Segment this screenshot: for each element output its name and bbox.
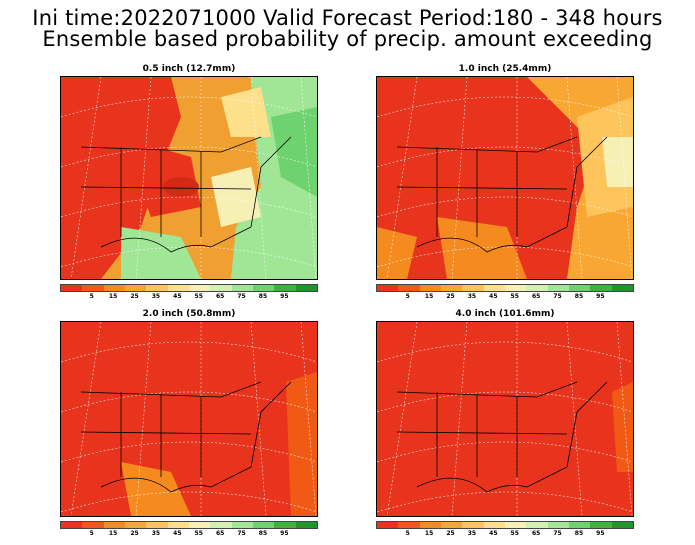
colorbar-label: 25 [446, 530, 455, 537]
colorbar-label: 85 [258, 293, 268, 300]
probability-map [60, 76, 318, 280]
colorbar-label: 75 [237, 293, 246, 300]
panel-1.0-inch: 1.0 inch (25.4mm) [376, 64, 634, 304]
colorbar-labels: 5 15 25 35 45 55 65 75 85 95 [397, 293, 611, 300]
probability-map [376, 321, 634, 517]
colorbar-label: 25 [130, 530, 139, 537]
colorbar-label: 55 [194, 293, 203, 300]
colorbar-label: 85 [574, 293, 584, 300]
panel-title: 4.0 inch (101.6mm) [455, 309, 555, 319]
colorbar-label: 25 [130, 293, 139, 300]
colorbar-label: 25 [446, 293, 455, 300]
colorbar-label: 85 [258, 530, 268, 537]
colorbar-label: 95 [596, 530, 605, 537]
colorbar [60, 521, 318, 529]
colorbar-label: 55 [510, 293, 519, 300]
colorbar-label: 15 [424, 530, 434, 537]
colorbar-label: 15 [108, 530, 118, 537]
colorbar-label: 55 [194, 530, 203, 537]
colorbar-label: 5 [89, 293, 94, 300]
colorbar-labels: 5 15 25 35 45 55 65 75 85 95 [81, 293, 295, 300]
colorbar-label: 65 [531, 293, 541, 300]
colorbar [376, 284, 634, 292]
colorbar-label: 45 [173, 530, 182, 537]
colorbar [60, 284, 318, 292]
colorbar-label: 85 [574, 530, 584, 537]
panel-title: 0.5 inch (12.7mm) [142, 64, 236, 74]
probability-map [60, 321, 318, 517]
colorbar-label: 95 [596, 293, 605, 300]
panel-title: 1.0 inch (25.4mm) [458, 64, 552, 74]
panel-0.5-inch: 0.5 inch (12.7mm) [60, 64, 318, 304]
colorbar-label: 65 [215, 293, 225, 300]
panel-title: 2.0 inch (50.8mm) [142, 309, 236, 319]
colorbar-label: 55 [510, 530, 519, 537]
colorbar-label: 5 [405, 293, 410, 300]
colorbar-label: 35 [467, 530, 477, 537]
colorbar-label: 35 [467, 293, 477, 300]
chart-title-line1: Ini time:2022071000 Valid Forecast Perio… [32, 6, 663, 30]
colorbar-label: 45 [173, 293, 182, 300]
colorbar-label: 75 [553, 530, 562, 537]
colorbar-label: 45 [489, 293, 498, 300]
colorbar-label: 65 [531, 530, 541, 537]
colorbar-labels: 5 15 25 35 45 55 65 75 85 95 [81, 530, 295, 537]
colorbar-label: 15 [424, 293, 434, 300]
colorbar-label: 75 [237, 530, 246, 537]
colorbar-label: 5 [89, 530, 94, 537]
panel-2.0-inch: 2.0 inch (50.8mm) 5 15 25 35 45 55 65 75 85 9 [60, 303, 318, 543]
probability-map [376, 76, 634, 280]
colorbar-labels: 5 15 25 35 45 55 65 75 85 95 [397, 530, 611, 537]
colorbar-label: 75 [553, 293, 562, 300]
colorbar-label: 45 [489, 530, 498, 537]
colorbar-label: 95 [280, 293, 289, 300]
colorbar-label: 5 [405, 530, 410, 537]
colorbar-label: 15 [108, 293, 118, 300]
panel-4.0-inch: 4.0 inch (101.6mm) 5 15 25 35 45 55 65 75 85 95 [376, 303, 634, 543]
colorbar-label: 35 [151, 293, 161, 300]
colorbar-label: 95 [280, 530, 289, 537]
colorbar-label: 65 [215, 530, 225, 537]
colorbar-label: 35 [151, 530, 161, 537]
colorbar [376, 521, 634, 529]
chart-title-line2: Ensemble based probability of precip. am… [42, 27, 653, 51]
